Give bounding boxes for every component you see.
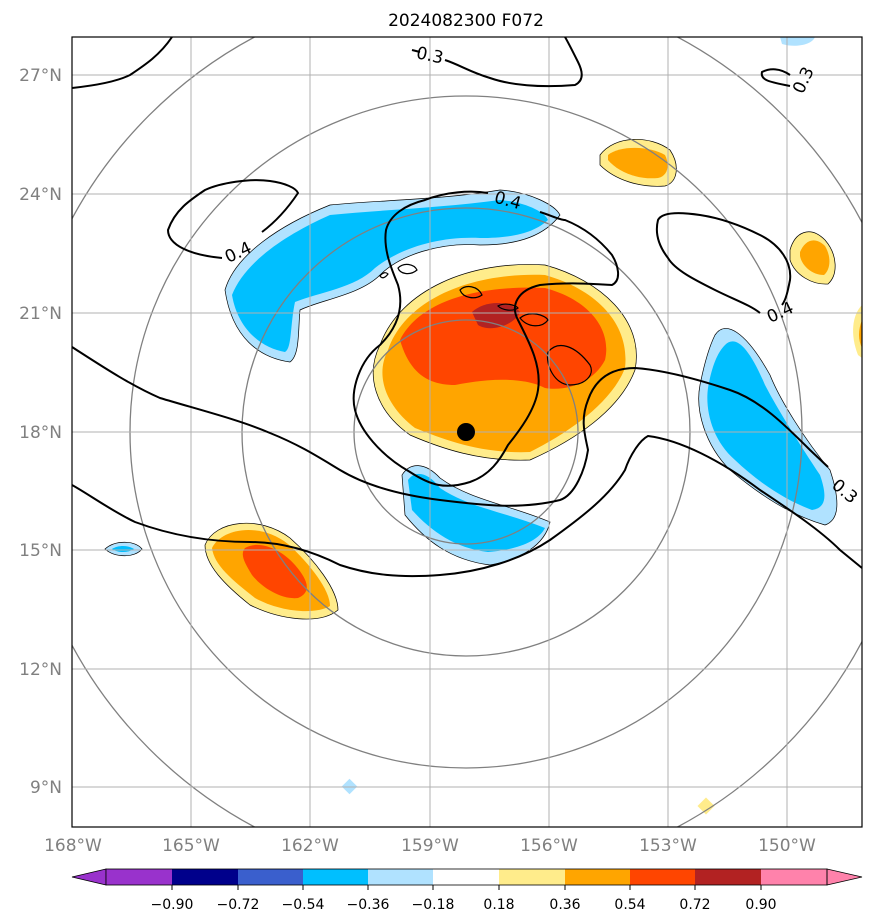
small-spot-top	[780, 37, 815, 46]
positive-region-northeast	[608, 147, 668, 179]
colorbar-ticks	[171, 885, 762, 890]
island-molokai	[497, 303, 519, 311]
contour-lines	[72, 37, 862, 578]
colorbar-frame	[105, 868, 828, 886]
colorbar-swatch	[630, 869, 695, 885]
y-tick-label: 15°N	[19, 541, 62, 561]
island-kauai	[397, 263, 418, 275]
colorbar-tick-label: 0.54	[614, 897, 645, 913]
contour-long-north	[72, 346, 829, 507]
colorbar: −0.90 −0.72 −0.54 −0.36 −0.18 0.18 0.36 …	[71, 868, 863, 913]
y-tick-label: 21°N	[19, 304, 62, 324]
x-tick-label: 165°W	[162, 836, 220, 856]
colorbar-swatch	[238, 869, 303, 885]
island-niihau	[379, 272, 389, 279]
positive-region-east	[800, 240, 830, 275]
x-tick-label: 153°W	[639, 836, 697, 856]
colorbar-swatch	[499, 869, 565, 885]
x-tick-label: 159°W	[401, 836, 459, 856]
colorbar-swatch	[433, 869, 499, 885]
contour-long-south	[72, 434, 862, 578]
island-hawaii	[546, 344, 592, 386]
colorbar-swatch	[761, 869, 827, 885]
coastlines	[379, 263, 592, 386]
contour-top-right-0.3	[760, 68, 791, 87]
chart-title: 2024082300 F072	[388, 11, 544, 31]
y-tick-label: 12°N	[19, 660, 62, 680]
positive-region-edge	[859, 320, 862, 348]
y-tick-label: 18°N	[19, 423, 62, 443]
x-tick-label: 150°W	[758, 836, 816, 856]
colorbar-extend-low	[71, 868, 107, 886]
colorbar-swatch	[695, 869, 761, 885]
colorbar-tick-label: 0.18	[483, 897, 514, 913]
colorbar-tick-label: −0.72	[217, 897, 260, 913]
storm-center-marker	[457, 423, 475, 441]
negative-region-east	[707, 341, 825, 510]
island-maui	[519, 313, 549, 327]
contour-center-0.4	[352, 190, 619, 487]
negative-region-north	[232, 200, 548, 352]
filled-regions	[105, 37, 862, 815]
colorbar-swatch	[303, 869, 368, 885]
colorbar-swatch	[368, 869, 433, 885]
y-tick-label: 27°N	[19, 66, 62, 86]
x-tick-label: 168°W	[44, 836, 102, 856]
colorbar-swatch	[106, 869, 172, 885]
contour-right-0.4	[655, 212, 792, 314]
contour-top-left	[72, 37, 173, 89]
small-spot-southeast	[697, 797, 715, 815]
x-tick-label: 162°W	[281, 836, 339, 856]
colorbar-tick-label: −0.36	[347, 897, 390, 913]
y-tick-label: 9°N	[30, 778, 62, 798]
colorbar-tick-label: −0.54	[282, 897, 325, 913]
x-axis: 168°W 165°W 162°W 159°W 156°W 153°W 150°…	[44, 836, 816, 856]
colorbar-extend-high	[826, 868, 863, 886]
contour-left-0.4	[166, 179, 300, 259]
positive-region-southwest-inner	[242, 544, 307, 599]
colorbar-swatch	[565, 869, 630, 885]
y-axis: 27°N 24°N 21°N 18°N 15°N 12°N 9°N	[19, 66, 62, 798]
island-oahu	[459, 285, 483, 299]
plot-frame	[71, 36, 863, 828]
negative-region-south	[408, 473, 545, 552]
positive-region-edge-outer	[853, 305, 862, 358]
contour-top-0.3	[411, 37, 583, 88]
colorbar-swatch	[172, 869, 238, 885]
x-tick-label: 156°W	[520, 836, 578, 856]
y-tick-label: 24°N	[19, 185, 62, 205]
colorbar-tick-label: 0.90	[745, 897, 776, 913]
colorbar-tick-label: 0.36	[549, 897, 580, 913]
colorbar-tick-label: −0.18	[412, 897, 455, 913]
colorbar-tick-label: 0.72	[679, 897, 710, 913]
map-layer	[72, 37, 862, 827]
colorbar-tick-label: −0.90	[151, 897, 194, 913]
